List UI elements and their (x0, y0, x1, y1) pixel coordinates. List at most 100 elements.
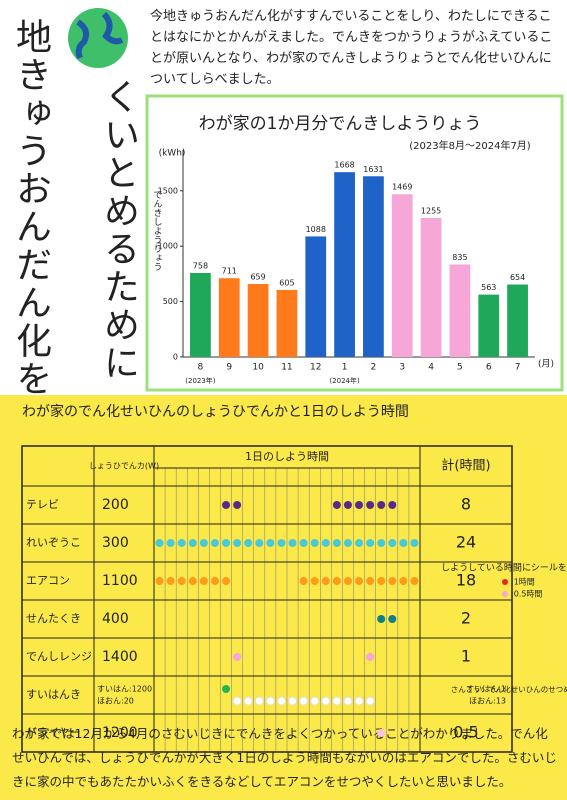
watts: ほおん:20 (97, 697, 134, 706)
x-tick-label: 11 (281, 363, 292, 373)
sticker (310, 577, 319, 585)
sticker (410, 577, 419, 585)
device-name: テレビ (26, 498, 59, 511)
sticker (155, 539, 164, 547)
sticker (399, 577, 408, 585)
x-tick-label: 7 (515, 363, 521, 373)
total: 18 (456, 571, 476, 590)
bar (507, 284, 528, 357)
sticker (388, 615, 397, 623)
sticker (388, 501, 397, 509)
value-label: 1255 (421, 206, 441, 215)
total: 0,5 (453, 723, 478, 742)
sticker (377, 501, 386, 509)
value-label: 605 (279, 278, 294, 287)
sticker (355, 577, 364, 585)
sticker (233, 539, 242, 547)
bar (334, 172, 355, 357)
table-frame (21, 445, 513, 753)
header: 1日のしよう時間 (245, 450, 329, 463)
device-name: すいはんき (26, 688, 81, 701)
value-label: 1088 (306, 225, 326, 234)
x-tick-label: 1 (342, 363, 348, 373)
x-tick-label: 3 (399, 363, 405, 373)
watts: 300 (102, 535, 129, 551)
sticker (377, 615, 386, 623)
x-tick-label: 5 (457, 363, 463, 373)
sticker (377, 577, 386, 585)
sticker (310, 539, 319, 547)
device-name: せんたくき (26, 612, 81, 625)
sticker (276, 696, 286, 706)
sticker (255, 539, 264, 547)
sticker (166, 539, 175, 547)
x-tick-label: 6 (486, 363, 492, 373)
x-tick-label: 12 (310, 363, 321, 373)
sticker (366, 501, 375, 509)
sticker (288, 539, 297, 547)
sticker (266, 539, 275, 547)
sticker (388, 577, 397, 585)
legend-dot (502, 579, 508, 585)
sticker (222, 501, 231, 509)
chart-frame (145, 94, 564, 392)
watts: すいはん:1200 (97, 685, 152, 694)
y-tick-label: 1500 (158, 186, 178, 195)
table-title: わが家のでん化せいひんのしょうひでんかと1日のしよう時間 (22, 403, 409, 420)
title-line: くいとめるために (98, 78, 139, 382)
sticker (222, 685, 231, 693)
bar (247, 283, 269, 357)
intro-text: 今地きゅうおんだん化がすすんでいることをしり、わたしにできることはなにかとかんが… (150, 9, 553, 87)
value-label: 711 (222, 267, 237, 276)
sticker (310, 696, 320, 706)
sticker (377, 729, 386, 737)
sticker (343, 696, 353, 706)
value-label: 758 (193, 262, 208, 271)
watts: 1400 (102, 649, 138, 665)
device-name: ドライヤー (26, 726, 81, 739)
sticker (188, 539, 197, 547)
note-sticker: しようしている時間にシールをはった。 (441, 563, 567, 574)
watts: 1100 (102, 573, 138, 589)
value-label: 563 (481, 283, 496, 292)
source: さんこう：でん化せいひんのせつめいしょ (451, 684, 567, 694)
sticker (366, 539, 375, 547)
sticker (233, 653, 242, 661)
x-unit: (月) (538, 359, 554, 370)
sticker (233, 501, 242, 509)
sticker (277, 539, 286, 547)
bar (391, 194, 413, 357)
sticker (366, 653, 375, 661)
sticker (299, 696, 309, 706)
sticker (332, 696, 342, 706)
total: 1 (461, 647, 471, 666)
sticker (210, 539, 219, 547)
sticker (321, 696, 331, 706)
bar (449, 264, 471, 357)
sticker (222, 539, 231, 547)
sticker (355, 501, 364, 509)
total: 8 (461, 495, 471, 514)
value-label: 1469 (392, 183, 412, 192)
note-1h: :1時間 (511, 578, 535, 587)
note-half: :0.5時間 (511, 590, 542, 599)
sticker (377, 539, 386, 547)
sticker (177, 539, 186, 547)
sticker (343, 501, 352, 509)
sticker (332, 577, 341, 585)
bar (218, 278, 240, 357)
sticker (299, 577, 308, 585)
year-note: (2024年) (329, 376, 360, 385)
sticker (265, 696, 275, 706)
y-tick-label: 1000 (158, 242, 178, 251)
x-tick-label: 4 (428, 363, 434, 373)
value-label: 659 (250, 272, 265, 281)
title-line: 地きゅうおんだん化を (10, 18, 51, 398)
value-label: 1668 (334, 161, 354, 170)
sticker (388, 539, 397, 547)
y-tick-label: 500 (163, 297, 178, 306)
sticker (199, 539, 208, 547)
globe-sea (75, 11, 124, 60)
